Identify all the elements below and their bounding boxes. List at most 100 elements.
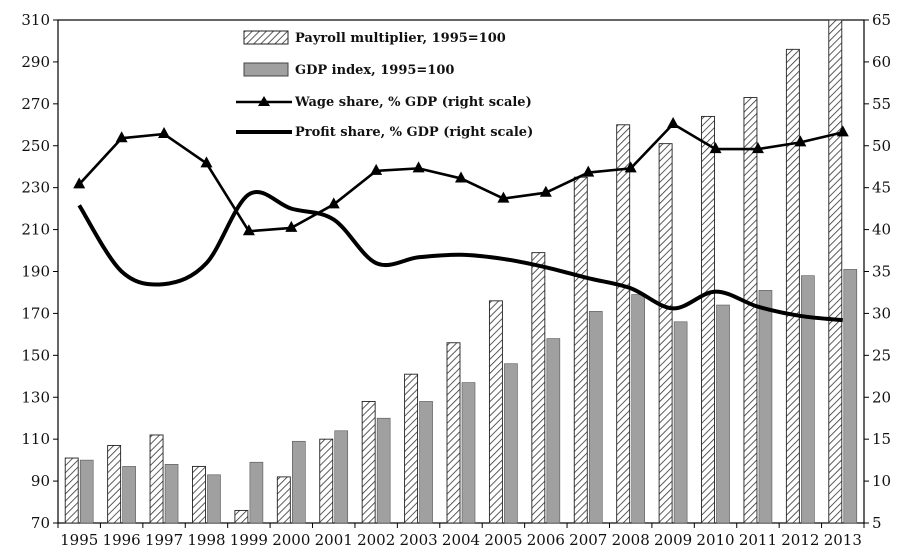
x-tick-label-2004: 2004 <box>442 531 480 549</box>
left-tick-label: 70 <box>31 514 50 532</box>
point-wage-2007 <box>582 165 595 177</box>
x-tick-label-2003: 2003 <box>399 531 437 549</box>
bar-payroll-2009 <box>658 143 673 524</box>
x-tick-label-2001: 2001 <box>315 531 353 549</box>
right-tick-label: 30 <box>872 304 891 322</box>
bar-gdp-2006 <box>546 338 561 524</box>
left-tick-label: 190 <box>21 263 50 281</box>
bar-gdp-2007 <box>588 311 603 524</box>
bar-gdp-2010 <box>716 304 730 524</box>
left-tick-label: 310 <box>21 11 50 29</box>
axes: 70 90 110 130 150 170 190 210 230 250 270 290 310 5 10… <box>21 11 891 549</box>
bar-payroll-2010 <box>701 115 715 524</box>
bar-payroll-2005 <box>488 300 503 524</box>
point-wage-1998 <box>200 156 213 168</box>
bar-payroll-2000 <box>276 476 291 524</box>
bar-payroll-1998 <box>192 465 206 524</box>
bar-payroll-2004 <box>446 342 461 524</box>
right-tick-label: 5 <box>872 514 882 532</box>
legend-label-profit: Profit share, % GDP (right scale) <box>295 125 533 140</box>
right-tick-label: 20 <box>872 388 891 406</box>
point-wage-2006 <box>539 185 552 197</box>
x-tick-label-2006: 2006 <box>527 531 565 549</box>
x-tick-label-1999: 1999 <box>230 531 268 549</box>
legend: Payroll multiplier, 1995=100 GDP index, … <box>236 30 533 140</box>
bar-payroll-1995 <box>64 457 79 524</box>
bar-gdp-1996 <box>122 466 136 524</box>
legend-swatch-gdp <box>243 62 289 77</box>
left-tick-label: 150 <box>21 346 50 364</box>
x-tick-label-2012: 2012 <box>781 531 819 549</box>
point-wage-2001 <box>327 197 340 209</box>
x-tick-label-2007: 2007 <box>569 531 607 549</box>
bar-payroll-2002 <box>361 400 376 524</box>
point-wage-2000 <box>285 220 298 232</box>
bar-payroll-1996 <box>107 445 122 524</box>
bar-gdp-2002 <box>376 417 391 524</box>
bar-payroll-2003 <box>404 373 419 524</box>
legend-swatch-payroll <box>243 30 289 45</box>
right-tick-label: 35 <box>872 263 891 281</box>
right-tick-label: 55 <box>872 95 891 113</box>
x-tick-label-2011: 2011 <box>739 531 777 549</box>
right-tick-label: 25 <box>872 346 891 364</box>
x-tick-label-2009: 2009 <box>654 531 692 549</box>
point-wage-2012 <box>794 135 807 147</box>
point-wage-2004 <box>455 171 467 183</box>
x-tick-label-1995: 1995 <box>60 531 98 549</box>
bar-gdp-2011 <box>758 290 773 524</box>
point-wage-1995 <box>73 177 86 189</box>
point-wage-1997 <box>158 127 171 139</box>
x-tick-label-1996: 1996 <box>103 531 141 549</box>
bar-gdp-2005 <box>504 363 518 524</box>
bar-gdp-2009 <box>673 321 688 524</box>
point-wage-2002 <box>370 163 383 175</box>
point-wage-2008 <box>624 161 637 173</box>
left-tick-label: 130 <box>21 388 50 406</box>
left-tick-label: 290 <box>21 53 50 71</box>
point-wage-1996 <box>115 131 128 143</box>
bar-payroll-2001 <box>319 438 334 524</box>
bar-gdp-2000 <box>292 440 306 524</box>
point-wage-2010 <box>709 142 722 154</box>
bar-gdp-2008 <box>631 294 645 524</box>
x-tick-label-2013: 2013 <box>824 531 862 549</box>
bar-gdp-1998 <box>207 474 221 524</box>
left-tick-label: 170 <box>21 304 50 322</box>
lines <box>73 116 849 323</box>
point-wage-2011 <box>751 142 764 154</box>
point-wage-2009 <box>667 116 680 128</box>
left-tick-label: 270 <box>21 95 50 113</box>
bar-gdp-2013 <box>843 269 858 524</box>
x-tick-label-2008: 2008 <box>612 531 650 549</box>
line-profit-share <box>77 190 843 323</box>
bar-payroll-1997 <box>149 434 164 524</box>
bar-gdp-1995 <box>79 459 94 524</box>
point-wage-2003 <box>412 161 425 173</box>
bar-payroll-2006 <box>531 252 546 524</box>
x-tick-label-2005: 2005 <box>484 531 522 549</box>
x-tick-label-2000: 2000 <box>272 531 310 549</box>
right-tick-label: 50 <box>872 137 891 155</box>
right-tick-label: 60 <box>872 53 891 71</box>
bar-gdp-1999 <box>249 461 264 524</box>
bar-gdp-2003 <box>419 401 433 524</box>
bar-gdp-2012 <box>801 275 815 524</box>
point-wage-2013 <box>836 125 849 137</box>
point-wage-1999 <box>242 224 255 236</box>
x-tick-label-1998: 1998 <box>187 531 225 549</box>
bars <box>64 19 858 524</box>
bar-payroll-2012 <box>785 48 800 524</box>
right-tick-label: 65 <box>872 11 891 29</box>
legend-label-payroll: Payroll multiplier, 1995=100 <box>295 31 506 46</box>
right-tick-label: 45 <box>872 179 891 197</box>
left-tick-label: 110 <box>21 430 50 448</box>
left-tick-label: 230 <box>21 179 50 197</box>
legend-label-wage: Wage share, % GDP (right scale) <box>294 95 532 110</box>
bar-payroll-2013 <box>828 19 843 524</box>
x-tick-label-1997: 1997 <box>145 531 183 549</box>
x-tick-label-2010: 2010 <box>696 531 734 549</box>
left-tick-label: 210 <box>21 221 50 239</box>
bar-payroll-2011 <box>743 97 758 524</box>
